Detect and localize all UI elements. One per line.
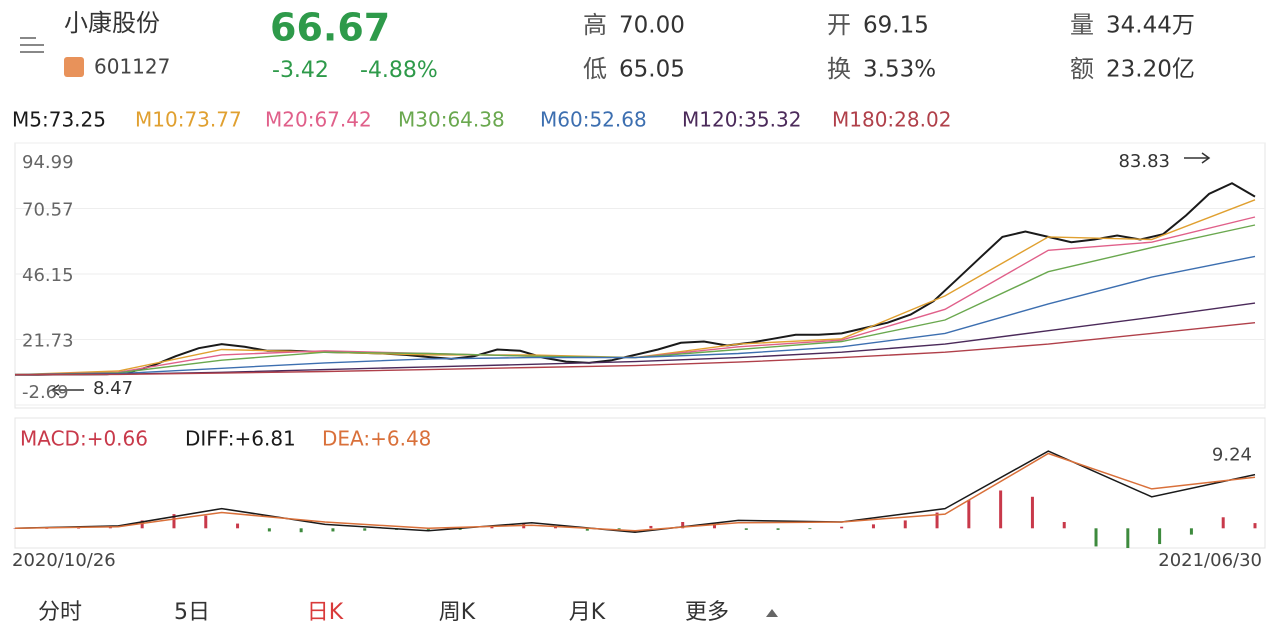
macd-bar (967, 499, 971, 529)
ma-line (14, 302, 1256, 376)
ma-line (14, 255, 1256, 376)
ma-legend: M180:28.02 (832, 108, 951, 132)
ma-legend: M120:35.32 (682, 108, 801, 132)
macd-bar (935, 512, 939, 529)
macd-bar (649, 525, 653, 529)
macd-bar (331, 528, 335, 532)
macd-bar (426, 528, 430, 530)
macd-bar (585, 528, 589, 531)
y-tick-label: 9.24 (1212, 445, 1252, 466)
stat-label: 额 (1070, 55, 1094, 83)
macd-bar (458, 528, 462, 530)
min-arrow-head (50, 384, 60, 396)
macd-bar (744, 528, 748, 530)
macd-bar (999, 490, 1003, 529)
macd-bar (363, 528, 367, 531)
y-tick-label: 70.57 (22, 200, 74, 221)
more-caret[interactable] (766, 609, 778, 617)
tab[interactable]: 周K (439, 600, 476, 625)
macd-legend: DEA:+6.48 (322, 427, 431, 451)
stat-value: 69.15 (863, 13, 929, 39)
macd-bar (871, 524, 875, 529)
macd-bar (1030, 496, 1034, 529)
macd-line (14, 450, 1256, 533)
stat-value: 23.20亿 (1106, 57, 1195, 83)
macd-bar (808, 528, 812, 530)
menu-icon[interactable] (20, 37, 44, 53)
ma-line (14, 322, 1256, 376)
macd-panel (14, 417, 1266, 549)
macd-bar (712, 523, 716, 529)
stat-value: 3.53% (863, 57, 936, 83)
ma-legend: M60:52.68 (540, 108, 647, 132)
y-tick-label: 94.99 (22, 152, 74, 173)
macd-bar (236, 523, 240, 529)
badge (64, 57, 84, 77)
tab[interactable]: 更多 (685, 600, 729, 625)
stat-label: 高 (583, 11, 607, 39)
macd-bar (77, 528, 81, 529)
date-label: 2021/06/30 (1158, 550, 1262, 571)
macd-bar (776, 528, 780, 530)
tab[interactable]: 分时 (38, 600, 82, 625)
stock-code: 601127 (94, 55, 170, 79)
stat-value: 34.44万 (1106, 13, 1195, 39)
macd-bar (267, 528, 271, 532)
macd-bar (1158, 528, 1162, 545)
ma-legend: M20:67.42 (265, 108, 372, 132)
macd-legend: MACD:+0.66 (20, 427, 148, 451)
y-tick-label: 21.73 (22, 331, 74, 352)
macd-bar (13, 528, 17, 529)
stock-name: 小康股份 (64, 9, 160, 37)
macd-bar (140, 520, 144, 529)
change: -3.42 (272, 58, 329, 83)
macd-bar (1253, 523, 1257, 529)
macd-bar (903, 520, 907, 529)
macd-bar (172, 514, 176, 529)
macd-bar (204, 515, 208, 529)
macd-bar (681, 522, 685, 529)
ma-legend: M30:64.38 (398, 108, 505, 132)
macd-bar (1126, 528, 1130, 548)
stat-label: 量 (1070, 11, 1094, 39)
macd-bar (554, 526, 558, 529)
tab[interactable]: 5日 (174, 600, 210, 625)
macd-line (14, 452, 1256, 532)
macd-bar (1094, 528, 1098, 547)
macd-bar (1221, 517, 1225, 529)
stat-label: 低 (583, 55, 607, 83)
max-label: 83.83 (1118, 151, 1170, 172)
ma-legend: M10:73.77 (135, 108, 242, 132)
max-arrow-head (1201, 152, 1211, 164)
min-label: 8.47 (93, 378, 133, 399)
stat-value: 65.05 (619, 57, 685, 83)
macd-bar (1189, 528, 1193, 535)
y-tick-label: 46.15 (22, 265, 74, 286)
stat-label: 换 (827, 55, 851, 83)
price: 66.67 (270, 6, 390, 50)
macd-bar (1062, 522, 1066, 529)
macd-legend: DIFF:+6.81 (185, 427, 296, 451)
tab[interactable]: 月K (569, 600, 606, 625)
macd-bar (840, 526, 844, 529)
ma-legend: M5:73.25 (12, 108, 106, 132)
macd-bar (617, 528, 621, 530)
macd-bar (299, 528, 303, 533)
stat-value: 70.00 (619, 13, 685, 39)
tab[interactable]: 日K (307, 600, 344, 625)
y-tick-label: -2.69 (22, 382, 69, 403)
change-pct: -4.88% (360, 58, 438, 83)
stat-label: 开 (827, 11, 851, 39)
date-label: 2020/10/26 (12, 550, 116, 571)
